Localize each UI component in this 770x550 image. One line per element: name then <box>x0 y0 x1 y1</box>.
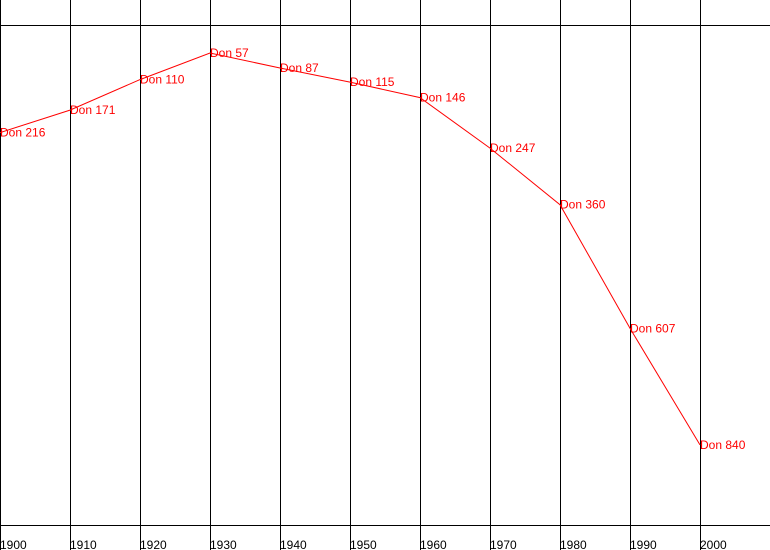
data-label-1980: Don 360 <box>560 198 606 212</box>
x-tick-label-1980: 1980 <box>560 538 587 550</box>
x-tick-label-2000: 2000 <box>700 538 727 550</box>
data-label-1910: Don 171 <box>70 103 116 117</box>
x-tick-label-1990: 1990 <box>630 538 657 550</box>
x-tick-label-1960: 1960 <box>420 538 447 550</box>
x-tick-label-1970: 1970 <box>490 538 517 550</box>
x-tick-label-1920: 1920 <box>140 538 167 550</box>
data-label-1900: Don 216 <box>0 126 46 140</box>
series-line-0 <box>0 52 701 446</box>
data-label-2000: Don 840 <box>700 438 746 452</box>
x-tick-label-1930: 1930 <box>210 538 237 550</box>
x-tick-label-1900: 1900 <box>0 538 27 550</box>
data-label-1930: Don 57 <box>210 46 249 60</box>
series-layer: Don 216 Don 171 Don 110 Don 57 Don 87 Don 115… <box>0 46 746 452</box>
x-tick-label-1940: 1940 <box>280 538 307 550</box>
x-tick-label-1950: 1950 <box>350 538 377 550</box>
data-label-1990: Don 607 <box>630 321 676 335</box>
x-tick-labels: 1900 1910 1920 1930 1940 1950 1960 1970 1980 1990… <box>0 538 727 550</box>
data-label-1970: Don 247 <box>490 141 536 155</box>
data-label-1960: Don 146 <box>420 91 466 105</box>
data-label-1950: Don 115 <box>350 75 395 89</box>
data-label-1940: Don 87 <box>280 61 319 75</box>
data-label-1920: Don 110 <box>140 73 185 87</box>
x-tick-label-1910: 1910 <box>70 538 97 550</box>
